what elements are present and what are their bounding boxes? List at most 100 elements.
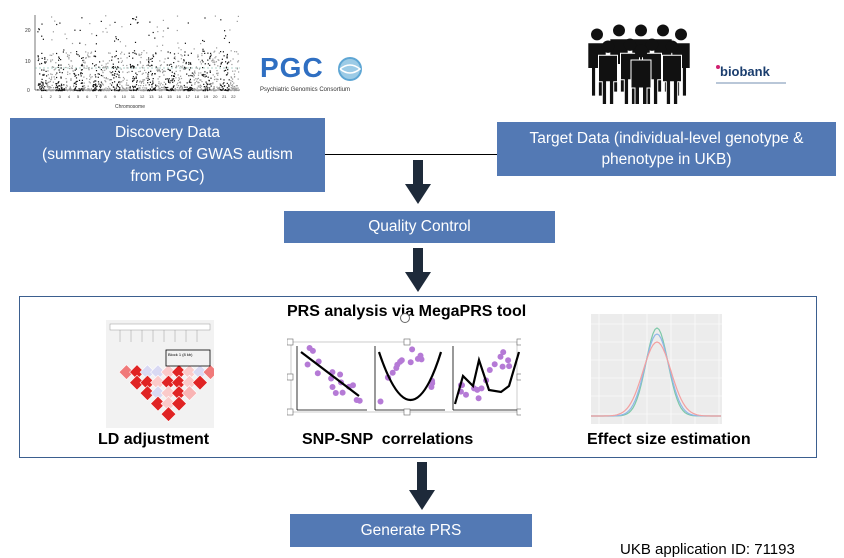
manhattan-point (114, 90, 116, 92)
manhattan-point (216, 80, 218, 82)
manhattan-point (107, 66, 109, 68)
manhattan-point (132, 89, 135, 92)
manhattan-point (51, 66, 53, 68)
manhattan-point (181, 88, 183, 91)
manhattan-point (90, 88, 92, 90)
manhattan-point (165, 87, 167, 89)
manhattan-point (105, 63, 107, 65)
manhattan-point (128, 52, 130, 54)
manhattan-point (236, 87, 238, 89)
x-tick-label: 3 (59, 94, 62, 99)
manhattan-point (184, 51, 186, 53)
manhattan-point (132, 87, 134, 89)
selection-handle-icon (403, 408, 411, 416)
manhattan-point (58, 85, 60, 87)
manhattan-point (116, 85, 118, 87)
manhattan-point (72, 70, 74, 72)
manhattan-point (88, 67, 90, 69)
manhattan-point (208, 79, 210, 81)
down-arrow-icon (405, 248, 431, 292)
manhattan-point (204, 52, 206, 54)
manhattan-point (109, 24, 111, 26)
manhattan-point (216, 78, 218, 80)
manhattan-plot: 20 10 0 1 2 3 4 5 6 7 8 9 10 11 12 13 14 15 16 17 18 19 20 2… (15, 10, 245, 115)
manhattan-point (63, 84, 65, 86)
manhattan-point (71, 42, 74, 45)
manhattan-point (53, 69, 55, 71)
manhattan-point (175, 66, 177, 68)
snp-point (486, 367, 493, 373)
manhattan-point (112, 66, 114, 68)
manhattan-point (121, 60, 123, 62)
manhattan-point (197, 54, 199, 56)
manhattan-point (146, 59, 148, 61)
manhattan-point (220, 19, 222, 21)
manhattan-point (95, 64, 97, 66)
manhattan-point (123, 89, 126, 91)
manhattan-point (118, 76, 120, 78)
manhattan-point (58, 64, 60, 66)
manhattan-point (232, 87, 235, 89)
manhattan-point (116, 84, 118, 86)
manhattan-point (58, 59, 60, 61)
manhattan-point (227, 89, 229, 91)
manhattan-point (39, 87, 41, 89)
manhattan-point (196, 67, 198, 69)
manhattan-point (97, 81, 100, 83)
manhattan-point (88, 81, 90, 83)
manhattan-point (182, 68, 185, 70)
manhattan-point (130, 65, 132, 67)
manhattan-point (171, 78, 173, 80)
manhattan-point (121, 26, 123, 28)
manhattan-point (184, 54, 186, 56)
manhattan-point (118, 90, 120, 92)
manhattan-point (168, 69, 171, 71)
manhattan-point (56, 52, 58, 55)
manhattan-point (186, 73, 188, 75)
manhattan-point (212, 82, 214, 84)
manhattan-point (83, 59, 85, 61)
manhattan-point (215, 61, 217, 63)
x-tick-label: 19 (204, 94, 209, 99)
manhattan-point (232, 58, 234, 60)
manhattan-point (83, 82, 85, 84)
manhattan-point (148, 71, 150, 73)
manhattan-point (95, 86, 97, 88)
manhattan-point (154, 73, 156, 75)
manhattan-point (78, 90, 80, 92)
manhattan-point (235, 88, 237, 90)
manhattan-point (126, 87, 128, 90)
manhattan-point (117, 90, 119, 92)
manhattan-point (53, 66, 55, 68)
manhattan-point (152, 31, 154, 34)
manhattan-point (180, 85, 183, 87)
manhattan-point (94, 56, 97, 58)
manhattan-point (179, 82, 182, 84)
manhattan-point (198, 86, 200, 88)
manhattan-point (128, 55, 130, 57)
manhattan-point (219, 83, 221, 85)
manhattan-point (155, 52, 157, 54)
manhattan-point (94, 50, 96, 52)
manhattan-point (210, 89, 212, 92)
manhattan-point (85, 89, 87, 91)
manhattan-point (146, 64, 148, 67)
manhattan-point (230, 82, 232, 84)
x-tick-label: 16 (176, 94, 181, 99)
manhattan-point (91, 89, 93, 91)
manhattan-point (88, 68, 90, 71)
manhattan-point (167, 57, 169, 59)
manhattan-point (93, 55, 95, 57)
manhattan-point (103, 66, 105, 68)
manhattan-point (76, 90, 78, 92)
manhattan-point (177, 42, 179, 44)
manhattan-point (217, 78, 219, 81)
manhattan-point (189, 86, 191, 88)
manhattan-point (37, 84, 39, 86)
discovery-line-2: (summary statistics of GWAS autism (42, 146, 293, 163)
manhattan-point (210, 54, 212, 56)
manhattan-point (202, 75, 204, 77)
manhattan-point (94, 74, 96, 76)
snp-point (407, 359, 414, 366)
manhattan-point (197, 74, 200, 76)
